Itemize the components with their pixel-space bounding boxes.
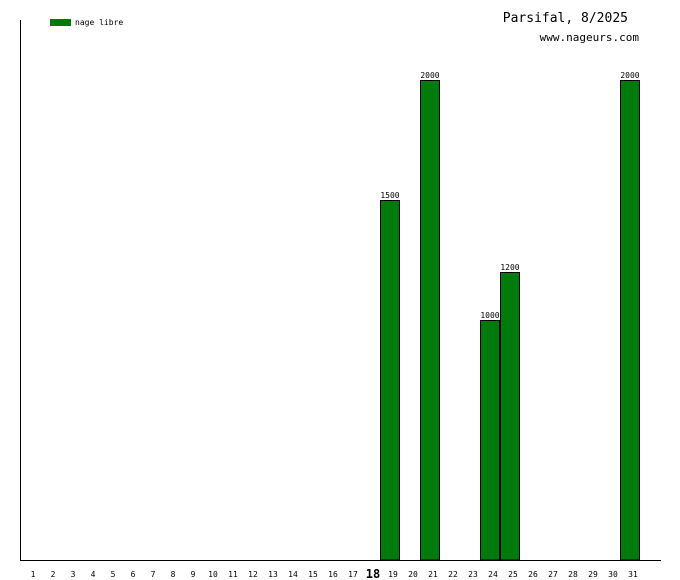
bar-value-label: 1000	[480, 311, 499, 320]
x-tick-label: 13	[268, 570, 278, 579]
x-tick-label: 23	[468, 570, 478, 579]
x-tick-label: 30	[608, 570, 618, 579]
x-tick-label: 18	[366, 567, 380, 580]
x-tick-label: 31	[628, 570, 638, 579]
x-tick-label: 19	[388, 570, 398, 579]
x-tick-label: 1	[31, 570, 36, 579]
bar-value-label: 2000	[620, 71, 639, 80]
bar	[620, 80, 640, 561]
legend-label: nage libre	[75, 18, 123, 27]
x-tick-label: 10	[208, 570, 218, 579]
legend-swatch	[50, 19, 71, 26]
x-tick-label: 8	[171, 570, 176, 579]
x-tick-label: 16	[328, 570, 338, 579]
bar	[380, 200, 400, 561]
bar	[500, 272, 520, 561]
x-tick-label: 28	[568, 570, 578, 579]
x-tick-label: 27	[548, 570, 558, 579]
x-tick-label: 4	[91, 570, 96, 579]
x-tick-label: 3	[71, 570, 76, 579]
x-tick-label: 24	[488, 570, 498, 579]
bar	[480, 320, 500, 561]
x-tick-label: 21	[428, 570, 438, 579]
x-tick-label: 5	[111, 570, 116, 579]
chart-title: Parsifal, 8/2025	[503, 11, 628, 26]
x-tick-label: 14	[288, 570, 298, 579]
x-tick-label: 26	[528, 570, 538, 579]
bar-value-label: 2000	[420, 71, 439, 80]
x-tick-label: 20	[408, 570, 418, 579]
x-tick-label: 22	[448, 570, 458, 579]
x-tick-label: 29	[588, 570, 598, 579]
x-tick-label: 2	[51, 570, 56, 579]
bar-value-label: 1500	[380, 191, 399, 200]
x-tick-label: 7	[151, 570, 156, 579]
bar	[420, 80, 440, 561]
x-tick-label: 9	[191, 570, 196, 579]
x-tick-label: 12	[248, 570, 258, 579]
x-tick-label: 6	[131, 570, 136, 579]
x-tick-label: 15	[308, 570, 318, 579]
chart-subtitle: www.nageurs.com	[540, 31, 640, 44]
x-tick-label: 11	[228, 570, 238, 579]
x-tick-label: 25	[508, 570, 518, 579]
bar-value-label: 1200	[500, 263, 519, 272]
x-tick-label: 17	[348, 570, 358, 579]
